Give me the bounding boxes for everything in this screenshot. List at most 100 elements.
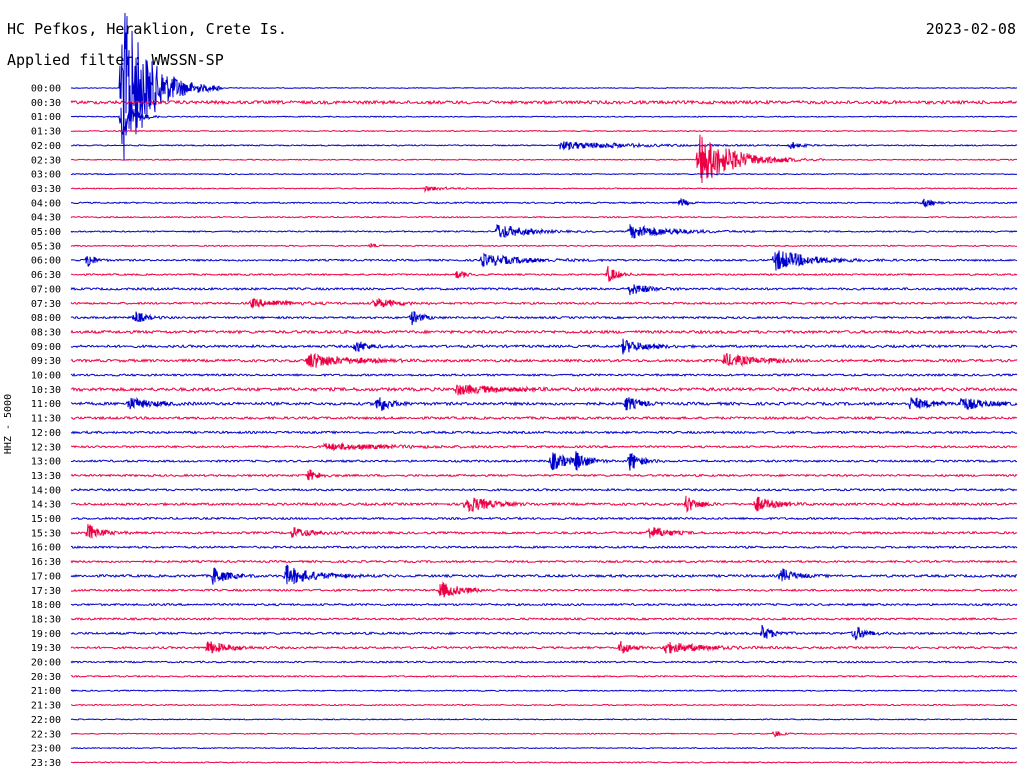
row-time-label: 16:30 <box>31 557 61 568</box>
row-time-label: 06:30 <box>31 270 61 281</box>
row-time-label: 17:30 <box>31 586 61 597</box>
trace-line <box>70 100 1018 145</box>
row-time-label: 10:00 <box>31 371 61 382</box>
row-time-label: 08:30 <box>31 327 61 338</box>
row-time-label: 06:00 <box>31 256 61 267</box>
trace-line <box>70 224 1018 239</box>
trace-line <box>70 559 1018 564</box>
row-time-label: 21:00 <box>31 686 61 697</box>
trace-line <box>70 495 1018 513</box>
row-time-label: 07:00 <box>31 284 61 295</box>
row-time-label: 01:00 <box>31 112 61 123</box>
row-time-label: 22:30 <box>31 729 61 740</box>
trace-line <box>70 141 1018 151</box>
row-time-label: 12:30 <box>31 442 61 453</box>
row-time-label: 20:00 <box>31 658 61 669</box>
trace-line <box>70 746 1018 750</box>
row-time-label: 03:30 <box>31 184 61 195</box>
trace-line <box>70 616 1018 621</box>
row-time-label: 18:00 <box>31 600 61 611</box>
row-time-label: 02:00 <box>31 141 61 152</box>
trace-line <box>70 250 1018 271</box>
row-time-label: 07:30 <box>31 299 61 310</box>
trace-line <box>70 198 1018 208</box>
row-time-label: 16:00 <box>31 543 61 554</box>
trace-line <box>70 129 1018 133</box>
trace-line <box>70 487 1018 492</box>
trace-line <box>70 730 1018 738</box>
trace-line <box>70 602 1018 607</box>
trace-line <box>70 243 1018 248</box>
trace-line <box>70 352 1018 368</box>
row-time-label: 23:00 <box>31 744 61 755</box>
row-time-label: 09:00 <box>31 342 61 353</box>
trace-line <box>70 718 1018 721</box>
row-time-label: 14:00 <box>31 485 61 496</box>
trace-line <box>70 384 1018 396</box>
trace-line <box>70 441 1018 452</box>
trace-line <box>70 624 1018 641</box>
trace-line <box>70 297 1018 309</box>
trace-line <box>70 761 1018 764</box>
row-time-label: 12:00 <box>31 428 61 439</box>
row-time-label: 21:30 <box>31 701 61 712</box>
row-time-label: 04:00 <box>31 198 61 209</box>
trace-line <box>70 689 1018 693</box>
row-time-label: 13:30 <box>31 471 61 482</box>
trace-line <box>70 172 1018 176</box>
row-time-label: 22:00 <box>31 715 61 726</box>
trace-line <box>70 329 1018 335</box>
trace-line <box>70 134 1018 184</box>
trace-line <box>70 581 1018 598</box>
row-time-label: 09:30 <box>31 356 61 367</box>
row-time-label: 20:30 <box>31 672 61 683</box>
trace-line <box>70 703 1018 707</box>
row-time-label: 17:00 <box>31 571 61 582</box>
trace-line <box>70 266 1018 282</box>
trace-line <box>70 372 1018 378</box>
row-time-label: 19:00 <box>31 629 61 640</box>
trace-line <box>70 99 1018 106</box>
trace-line <box>70 674 1018 678</box>
row-time-label: 14:30 <box>31 500 61 511</box>
trace-line <box>70 430 1018 435</box>
row-time-label: 19:30 <box>31 643 61 654</box>
trace-line <box>70 215 1018 219</box>
trace-line <box>70 415 1018 421</box>
trace-line <box>70 660 1018 664</box>
row-time-label: 04:30 <box>31 213 61 224</box>
row-time-label: 05:00 <box>31 227 61 238</box>
row-time-label: 15:00 <box>31 514 61 525</box>
trace-line <box>70 516 1018 521</box>
row-time-label: 13:00 <box>31 457 61 468</box>
station-title: HC Pefkos, Heraklion, Crete Is. <box>7 20 287 38</box>
trace-line <box>70 12 1018 161</box>
trace-line <box>70 564 1018 585</box>
trace-group <box>70 12 1018 764</box>
row-time-labels: 00:00 00:30 01:00 01:30 02:00 02:30 03:00 03:30… <box>31 84 61 769</box>
row-time-label: 00:30 <box>31 98 61 109</box>
trace-line <box>70 469 1018 481</box>
row-time-label: 00:00 <box>31 84 61 95</box>
trace-line <box>70 523 1018 539</box>
row-time-label: 11:00 <box>31 399 61 410</box>
trace-line <box>70 451 1018 471</box>
row-time-label: 15:30 <box>31 528 61 539</box>
row-time-label: 01:30 <box>31 127 61 138</box>
trace-line <box>70 284 1018 296</box>
trace-line <box>70 640 1018 654</box>
row-time-label: 03:00 <box>31 170 61 181</box>
trace-line <box>70 186 1018 194</box>
trace-line <box>70 396 1018 412</box>
row-time-label: 18:30 <box>31 614 61 625</box>
trace-line <box>70 311 1018 326</box>
row-time-label: 23:30 <box>31 758 61 769</box>
record-date: 2023-02-08 <box>925 20 1016 38</box>
row-time-label: 08:00 <box>31 313 61 324</box>
row-time-label: 10:30 <box>31 385 61 396</box>
row-time-label: 02:30 <box>31 155 61 166</box>
row-time-label: 11:30 <box>31 414 61 425</box>
trace-line <box>70 545 1018 550</box>
trace-line <box>70 338 1018 355</box>
